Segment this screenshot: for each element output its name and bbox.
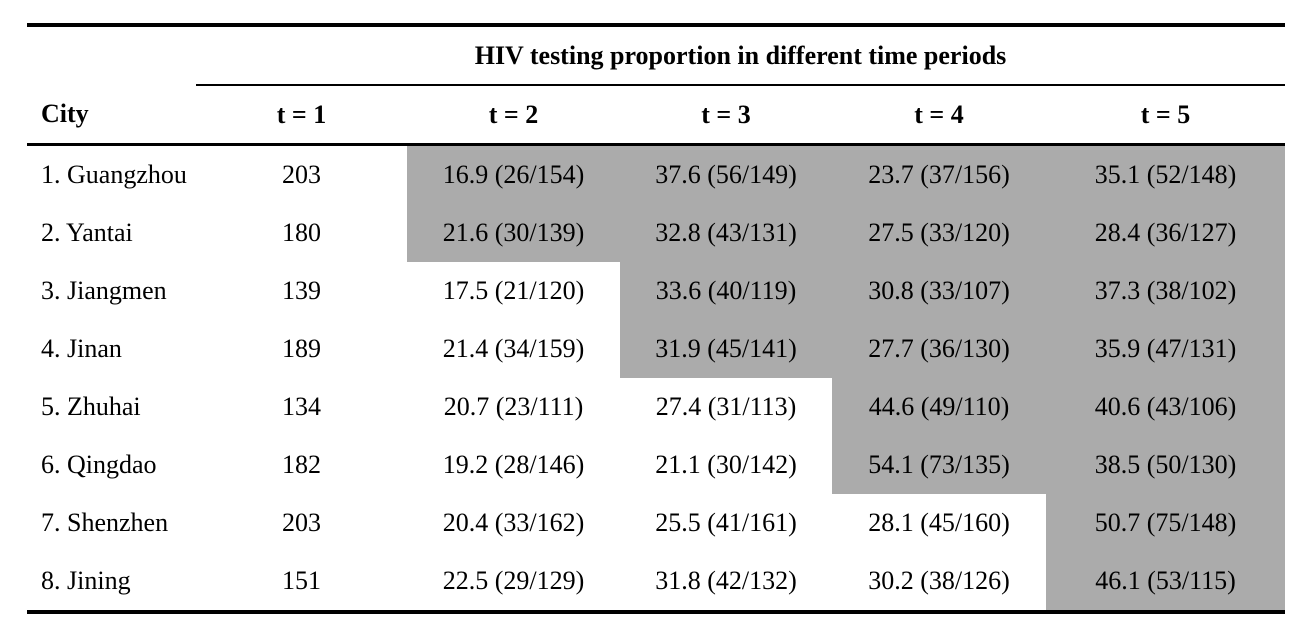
- city-cell: 6. Qingdao: [41, 450, 157, 480]
- city-cell: 7. Shenzhen: [41, 508, 169, 538]
- period-cell-t4: 27.5 (33/120): [832, 204, 1046, 262]
- period-cell-t2: 21.6 (30/139): [407, 204, 620, 262]
- table-body: 1. Guangzhou 203 16.9 (26/154) 37.6 (56/149…: [27, 144, 1285, 612]
- period-cell-t5: 37.3 (38/102): [1046, 262, 1285, 320]
- table-row: 8. Jining 151 22.5 (29/129) 31.8 (42/132) 30…: [27, 552, 1285, 612]
- period-cell-t1: 134: [282, 392, 321, 422]
- period-cell-t5: 46.1 (53/115): [1046, 552, 1285, 612]
- period-cell-t1: 189: [282, 334, 321, 364]
- city-cell: 1. Guangzhou: [41, 160, 187, 190]
- period-header-t4: t = 4: [832, 85, 1046, 146]
- period-cell-t3: 31.8 (42/132): [655, 566, 797, 596]
- table-title: HIV testing proportion in different time…: [196, 25, 1285, 86]
- period-cell-t3: 32.8 (43/131): [620, 204, 832, 262]
- period-cell-t4: 30.2 (38/126): [868, 566, 1010, 596]
- period-cell-t2: 20.7 (23/111): [443, 392, 584, 422]
- title-row-spacer: [27, 25, 196, 85]
- period-cell-t4: 44.6 (49/110): [832, 378, 1046, 436]
- period-cell-t2: 16.9 (26/154): [407, 144, 620, 204]
- period-header-t3: t = 3: [620, 85, 832, 146]
- period-cell-t2: 22.5 (29/129): [442, 566, 585, 596]
- period-cell-t1: 182: [282, 450, 321, 480]
- period-header-t1: t = 1: [196, 85, 407, 146]
- column-header-row: City t = 1 t = 2 t = 3 t = 4 t = 5: [27, 85, 1285, 146]
- period-cell-t5: 28.4 (36/127): [1046, 204, 1285, 262]
- period-cell-t1: 139: [282, 276, 321, 306]
- table-row: 3. Jiangmen 139 17.5 (21/120) 33.6 (40/119)…: [27, 262, 1285, 320]
- period-cell-t5: 38.5 (50/130): [1046, 436, 1285, 494]
- period-cell-t2: 21.4 (34/159): [442, 334, 585, 364]
- period-cell-t2: 19.2 (28/146): [442, 450, 585, 480]
- period-header-t5: t = 5: [1046, 85, 1285, 146]
- period-cell-t2: 20.4 (33/162): [442, 508, 585, 538]
- period-cell-t4: 30.8 (33/107): [832, 262, 1046, 320]
- table-row: 7. Shenzhen 203 20.4 (33/162) 25.5 (41/161)…: [27, 494, 1285, 552]
- period-cell-t3: 21.1 (30/142): [655, 450, 797, 480]
- period-cell-t5: 50.7 (75/148): [1046, 494, 1285, 552]
- period-cell-t1: 180: [282, 218, 321, 248]
- table-row: 4. Jinan 189 21.4 (34/159) 31.9 (45/141) 27.…: [27, 320, 1285, 378]
- table-row: 1. Guangzhou 203 16.9 (26/154) 37.6 (56/149…: [27, 144, 1285, 204]
- period-cell-t3: 31.9 (45/141): [620, 320, 832, 378]
- city-cell: 5. Zhuhai: [41, 392, 141, 422]
- period-cell-t4: 54.1 (73/135): [832, 436, 1046, 494]
- table-row: 2. Yantai 180 21.6 (30/139) 32.8 (43/131) 27…: [27, 204, 1285, 262]
- city-cell: 2. Yantai: [41, 218, 133, 248]
- period-cell-t3: 37.6 (56/149): [620, 144, 832, 204]
- spanning-title-row: HIV testing proportion in different time…: [27, 25, 1285, 86]
- period-header-t2: t = 2: [407, 85, 620, 146]
- period-cell-t5: 35.1 (52/148): [1046, 144, 1285, 204]
- city-cell: 4. Jinan: [41, 334, 122, 364]
- table-row: 5. Zhuhai 134 20.7 (23/111) 27.4 (31/113) 44…: [27, 378, 1285, 436]
- period-cell-t1: 203: [282, 508, 321, 538]
- period-cell-t1: 151: [282, 566, 321, 596]
- city-cell: 3. Jiangmen: [41, 276, 167, 306]
- period-cell-t4: 27.7 (36/130): [832, 320, 1046, 378]
- period-cell-t3: 25.5 (41/161): [655, 508, 797, 538]
- period-cell-t5: 40.6 (43/106): [1046, 378, 1285, 436]
- period-cell-t3: 27.4 (31/113): [655, 392, 797, 422]
- city-column-header: City: [27, 85, 196, 146]
- table-head: HIV testing proportion in different time…: [27, 25, 1285, 146]
- table-row: 6. Qingdao 182 19.2 (28/146) 21.1 (30/142) 5…: [27, 436, 1285, 494]
- period-cell-t3: 33.6 (40/119): [620, 262, 832, 320]
- city-cell: 8. Jining: [41, 566, 131, 596]
- period-cell-t4: 23.7 (37/156): [832, 144, 1046, 204]
- period-cell-t5: 35.9 (47/131): [1046, 320, 1285, 378]
- period-cell-t1: 203: [282, 160, 321, 190]
- hiv-testing-table: HIV testing proportion in different time…: [27, 23, 1285, 614]
- period-cell-t2: 17.5 (21/120): [442, 276, 585, 306]
- period-cell-t4: 28.1 (45/160): [868, 508, 1010, 538]
